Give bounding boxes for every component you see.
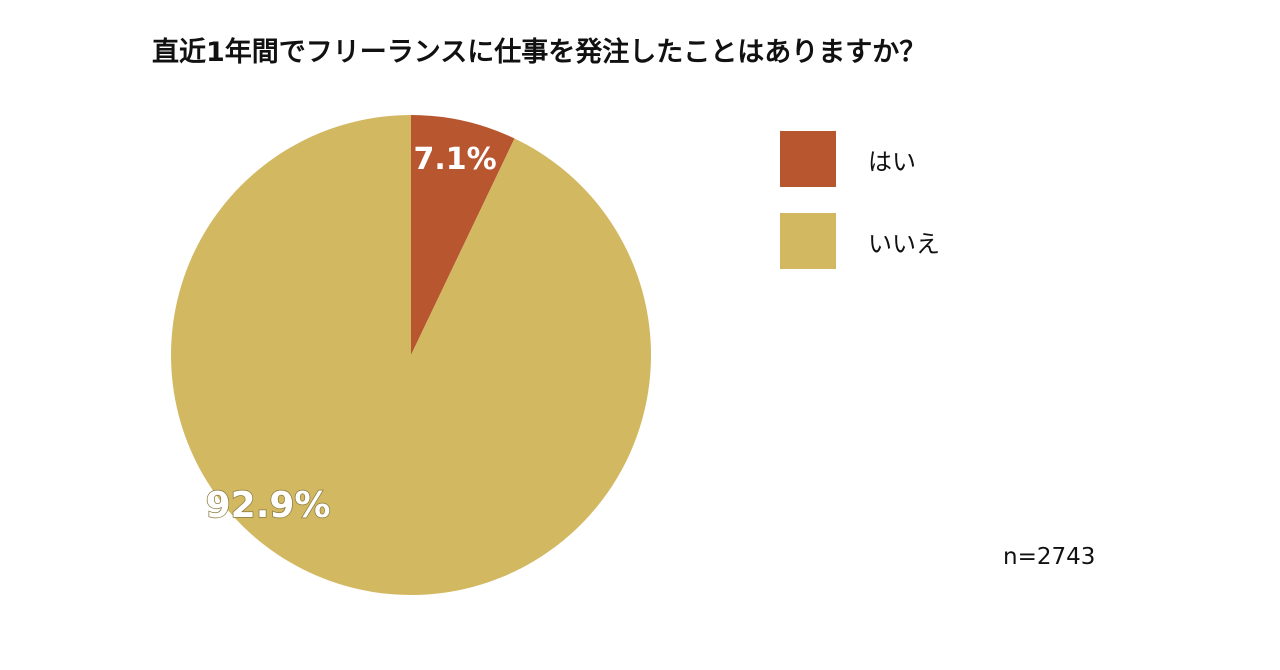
legend-label-no: いいえ: [868, 229, 940, 258]
legend-label-yes: はい: [868, 147, 916, 176]
pie-label-yes: 7.1%: [413, 142, 496, 177]
pie-slice-no: [171, 115, 652, 595]
legend-item-yes: はい: [780, 131, 940, 187]
legend-item-no: いいえ: [780, 213, 940, 269]
legend-swatch-no: [780, 213, 836, 269]
legend: はい いいえ: [780, 131, 940, 295]
sample-size: n=2743: [1003, 544, 1096, 570]
legend-swatch-yes: [780, 131, 836, 187]
pie-slice-yes: [411, 115, 515, 355]
pie-label-no: 92.9%: [206, 485, 331, 526]
chart-title: 直近1年間でフリーランスに仕事を発注したことはありますか？: [152, 37, 927, 68]
